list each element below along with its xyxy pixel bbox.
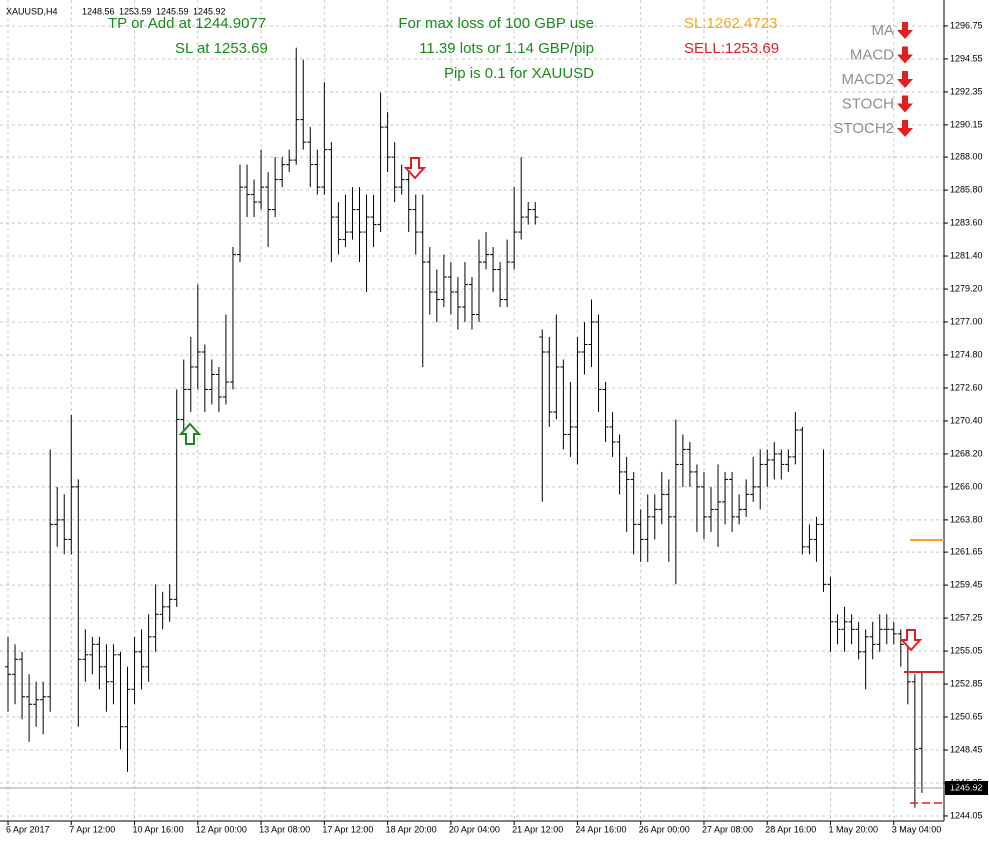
y-tick-label: 1244.05 (950, 810, 983, 820)
y-tick-label: 1281.40 (950, 250, 983, 260)
x-tick-label: 26 Apr 00:00 (639, 824, 690, 834)
y-tick-label: 1292.35 (950, 86, 983, 96)
x-tick-label: 13 Apr 08:00 (259, 824, 310, 834)
y-tick-label: 1283.60 (950, 217, 983, 227)
y-tick-label: 1294.55 (950, 53, 983, 63)
ohlc-header: 1248.56 1253.59 1245.59 1245.92 (82, 6, 226, 16)
pip-text: Pip is 0.1 for XAUUSD (444, 65, 594, 82)
sell-arrow (899, 629, 923, 652)
indicator-arrow (897, 46, 913, 64)
y-tick-label: 1268.20 (950, 448, 983, 458)
y-tick-label: 1279.20 (950, 283, 983, 293)
y-tick-label: 1263.80 (950, 514, 983, 524)
x-tick-label: 24 Apr 16:00 (575, 824, 626, 834)
y-tick-label: 1261.65 (950, 546, 983, 556)
indicator-label: STOCH2 (833, 120, 894, 137)
sl-at-text: SL at 1253.69 (175, 40, 268, 57)
loss-text: For max loss of 100 GBP use (398, 15, 594, 32)
symbol: XAUUSD,H4 (6, 6, 58, 16)
x-tick-label: 12 Apr 00:00 (196, 824, 247, 834)
sell-arrow (403, 157, 427, 180)
y-tick-label: 1246.25 (950, 777, 983, 787)
buy-arrow (178, 422, 202, 445)
y-tick-label: 1277.00 (950, 316, 983, 326)
lots-text: 11.39 lots or 1.14 GBP/pip (419, 40, 594, 57)
indicator-label: MA (872, 22, 895, 39)
y-tick-label: 1259.45 (950, 579, 983, 589)
tp-text: TP or Add at 1244.9077 (108, 15, 266, 32)
y-tick-label: 1285.80 (950, 184, 983, 194)
price-label: 1245.92 (950, 782, 983, 792)
y-tick-label: 1290.15 (950, 119, 983, 129)
indicator-label: STOCH (842, 95, 894, 112)
y-tick-label: 1288.00 (950, 151, 983, 161)
indicator-label: MACD2 (841, 71, 894, 88)
y-tick-label: 1252.85 (950, 678, 983, 688)
x-tick-label: 18 Apr 20:00 (386, 824, 437, 834)
x-tick-label: 3 May 04:00 (892, 824, 942, 834)
sell-text: SELL:1253.69 (684, 40, 779, 57)
ohlc-value: 1245.59 (156, 6, 189, 16)
indicator-arrow (897, 22, 913, 39)
sl-text: SL:1262.4723 (684, 15, 777, 32)
y-tick-label: 1250.65 (950, 711, 983, 721)
indicator-arrow (897, 120, 913, 137)
indicator-arrow (897, 71, 913, 88)
y-tick-label: 1248.45 (950, 744, 983, 754)
x-tick-label: 27 Apr 08:00 (702, 824, 753, 834)
price-box (945, 781, 988, 795)
y-tick-label: 1255.05 (950, 645, 983, 655)
y-tick-label: 1257.25 (950, 612, 983, 622)
x-tick-label: 1 May 20:00 (829, 824, 879, 834)
y-tick-label: 1296.75 (950, 20, 983, 30)
ohlc-value: 1248.56 (82, 6, 115, 16)
x-tick-label: 6 Apr 2017 (6, 824, 50, 834)
y-tick-label: 1274.80 (950, 349, 983, 359)
y-tick-label: 1272.60 (950, 382, 983, 392)
x-tick-label: 20 Apr 04:00 (449, 824, 500, 834)
x-tick-label: 10 Apr 16:00 (133, 824, 184, 834)
grid (0, 0, 944, 821)
indicator-label: MACD (850, 46, 894, 63)
x-tick-label: 17 Apr 12:00 (322, 824, 373, 834)
y-tick-label: 1270.40 (950, 415, 983, 425)
y-tick-label: 1266.00 (950, 481, 983, 491)
x-tick-label: 28 Apr 16:00 (765, 824, 816, 834)
ohlc-value: 1245.92 (193, 6, 226, 16)
indicator-arrow (897, 95, 913, 113)
x-tick-label: 7 Apr 12:00 (69, 824, 115, 834)
x-tick-label: 21 Apr 12:00 (512, 824, 563, 834)
ohlc-value: 1253.59 (119, 6, 152, 16)
bars (5, 47, 925, 808)
